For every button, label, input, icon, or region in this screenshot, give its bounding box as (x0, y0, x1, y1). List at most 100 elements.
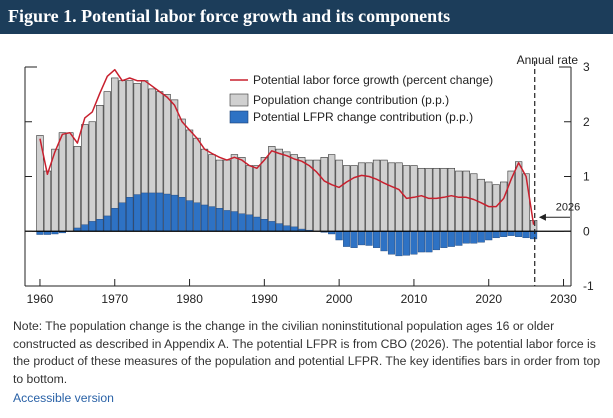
lfpr-bar (96, 219, 104, 232)
chart: Potential labor force growth (percent ch… (24, 53, 594, 306)
population-bar (290, 154, 298, 232)
lfpr-bar (432, 231, 440, 251)
lfpr-bar (440, 231, 448, 248)
plot-frame (24, 61, 572, 287)
lfpr-bar (283, 225, 291, 232)
population-bar (342, 165, 351, 232)
chart-labels: -1 0 1 2 3 1960 1970 1980 1990 2000 2010 2020 2030 An… (27, 53, 594, 306)
population-bar (477, 178, 485, 232)
labor-force-line (39, 68, 535, 225)
lfpr-bar (372, 231, 381, 248)
lfpr-bar (171, 194, 179, 232)
x-tick-label: 1980 (176, 292, 203, 306)
lfpr-bar (530, 231, 538, 240)
lfpr-bar (500, 231, 508, 237)
accessible-version-link[interactable]: Accessible version (13, 391, 114, 405)
figure-note: Note: The population change is the chang… (13, 319, 601, 386)
lfpr-bar (148, 192, 156, 232)
lfpr-bar (462, 231, 470, 244)
population-bar (515, 161, 523, 232)
figure-title: Figure 1. Potential labor force growth a… (8, 6, 451, 26)
lfpr-bar (425, 231, 433, 253)
population-bar (43, 170, 52, 232)
lfpr-bar (380, 231, 388, 252)
lfpr-bar (365, 231, 373, 246)
y-tick-label: 1 (583, 170, 590, 184)
population-bar (455, 170, 463, 232)
lfpr-bar (470, 231, 478, 244)
population-bar (268, 146, 276, 232)
lfpr-bar (515, 231, 523, 237)
x-tick-label: 2020 (475, 292, 502, 306)
lfpr-bar (358, 231, 366, 246)
lfpr-bar (477, 231, 485, 243)
population-bar (387, 162, 396, 232)
population-bar (462, 170, 470, 232)
population-bar (275, 148, 283, 232)
population-bars (36, 77, 538, 232)
legend: Potential labor force growth (percent ch… (229, 73, 493, 124)
x-tick-label: 2000 (326, 292, 353, 306)
population-bar (298, 157, 306, 232)
population-bar (335, 159, 343, 232)
population-bar (88, 121, 96, 232)
population-bar (492, 184, 500, 232)
population-bar (103, 91, 111, 232)
lfpr-bar (81, 224, 89, 232)
lfpr-bar (156, 192, 164, 232)
population-bar (395, 162, 403, 232)
lfpr-bar (343, 231, 351, 247)
population-bar (417, 167, 426, 232)
population-bar (425, 167, 433, 232)
legend-gray-swatch (229, 93, 249, 107)
lfpr-bar (163, 193, 171, 232)
lfpr-bar (253, 216, 261, 232)
lfpr-bar (111, 208, 119, 232)
population-bar (365, 162, 373, 232)
population-bar (447, 167, 455, 232)
x-tick-label: 1970 (101, 292, 128, 306)
population-bar (470, 173, 478, 232)
population-bar (66, 132, 74, 232)
population-bar (372, 159, 381, 232)
lfpr-bar (455, 231, 463, 246)
lfpr-bar (118, 202, 126, 232)
population-bar (357, 162, 366, 232)
lfpr-bar (522, 231, 530, 239)
lfpr-bar (447, 231, 455, 247)
lfpr-bar (290, 226, 298, 232)
population-bar (51, 148, 59, 232)
legend-label: Potential LFPR change contribution (p.p.… (253, 110, 473, 124)
legend-blue-swatch (229, 110, 249, 124)
population-bar (73, 146, 81, 232)
population-bar (380, 159, 388, 232)
lfpr-bar (141, 192, 149, 232)
legend-label: Potential labor force growth (percent ch… (253, 73, 493, 87)
lfpr-bar (275, 223, 283, 232)
population-bar (320, 157, 328, 232)
lfpr-bar (507, 231, 515, 236)
population-bar (350, 165, 358, 232)
lfpr-bar (417, 231, 425, 253)
lfpr-bar (208, 206, 216, 232)
x-tick-label: 2030 (550, 292, 577, 306)
x-tick-label: 1960 (27, 292, 54, 306)
legend-label: Population change contribution (p.p.) (253, 93, 449, 107)
population-bar (58, 132, 67, 232)
population-bar (522, 173, 530, 232)
y-tick-label: 3 (583, 60, 590, 74)
lfpr-bar (245, 214, 253, 232)
population-bar (328, 154, 336, 232)
lfpr-bar (88, 221, 96, 232)
lfpr-bar (238, 213, 246, 232)
population-bar (96, 105, 104, 232)
projection-year-label: 2026 (556, 201, 580, 213)
lfpr-bar (223, 210, 231, 232)
lfpr-bar (178, 197, 186, 232)
lfpr-bar (200, 204, 209, 232)
x-tick-label: 1990 (251, 292, 278, 306)
population-bar (81, 124, 89, 232)
lfpr-bar (402, 231, 410, 256)
lfpr-bar (492, 231, 500, 239)
lfpr-bar (133, 194, 141, 232)
